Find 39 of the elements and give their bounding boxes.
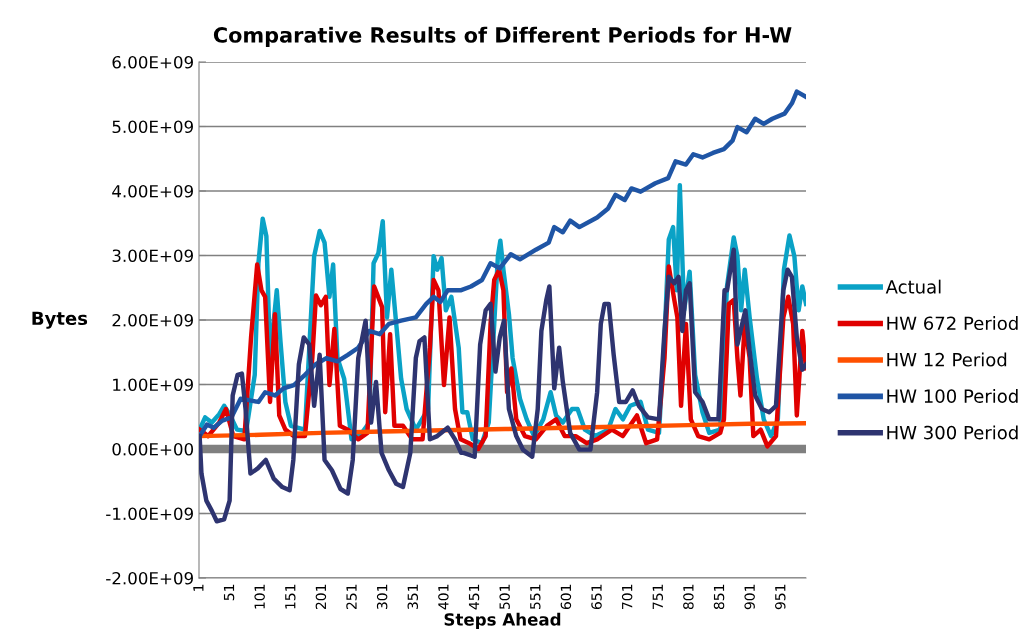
y-tick-label: -1.00E+09 bbox=[106, 507, 193, 521]
y-tick-label: 1.00E+09 bbox=[113, 378, 193, 392]
x-tick-label: 301 bbox=[376, 584, 388, 610]
y-axis-title: Bytes bbox=[32, 311, 88, 329]
chart-title: Comparative Results of Different Periods for H-W bbox=[213, 26, 792, 47]
legend-label: HW 100 Period bbox=[887, 388, 1018, 403]
x-tick-label: 701 bbox=[621, 584, 633, 609]
x-tick-label: 851 bbox=[713, 584, 725, 610]
x-tick-label: 451 bbox=[468, 584, 480, 610]
y-tick-label: 6.00E+09 bbox=[112, 55, 193, 69]
legend-label: HW 672 Period bbox=[887, 316, 1018, 331]
x-tick-label: 251 bbox=[346, 584, 357, 610]
x-tick-label: 151 bbox=[285, 584, 296, 609]
x-axis-title: Steps Ahead bbox=[444, 612, 561, 629]
legend-label: Actual bbox=[885, 279, 941, 294]
y-tick-label: 3.00E+09 bbox=[112, 249, 193, 263]
x-tick-label: 651 bbox=[591, 584, 602, 610]
x-tick-label: 751 bbox=[652, 584, 664, 609]
x-tick-label: 501 bbox=[499, 584, 510, 609]
x-tick-label: 51 bbox=[223, 584, 235, 601]
line-series bbox=[199, 247, 806, 524]
y-tick-label: 4.00E+09 bbox=[112, 184, 193, 198]
x-tick-label: 901 bbox=[744, 584, 755, 610]
x-tick-label: 601 bbox=[560, 584, 572, 610]
y-tick-label: 2.00E+09 bbox=[112, 313, 193, 327]
x-tick-label: 951 bbox=[775, 584, 786, 610]
x-tick-label: 201 bbox=[315, 584, 327, 610]
x-tick-label: 551 bbox=[530, 584, 541, 609]
x-tick-label: 801 bbox=[683, 584, 694, 610]
x-tick-label: 401 bbox=[438, 584, 449, 610]
legend-label: HW 12 Period bbox=[887, 352, 1007, 367]
y-tick-label: 0.00E+00 bbox=[112, 442, 194, 456]
x-tick-label: 351 bbox=[407, 584, 419, 610]
y-tick-label: -2.00E+09 bbox=[106, 571, 193, 585]
y-tick-label: 5.00E+09 bbox=[112, 120, 193, 134]
x-tick-label: 1 bbox=[193, 584, 204, 591]
x-tick-label: 101 bbox=[254, 584, 265, 609]
line-series bbox=[199, 89, 806, 439]
legend-label: HW 300 Period bbox=[887, 425, 1018, 440]
